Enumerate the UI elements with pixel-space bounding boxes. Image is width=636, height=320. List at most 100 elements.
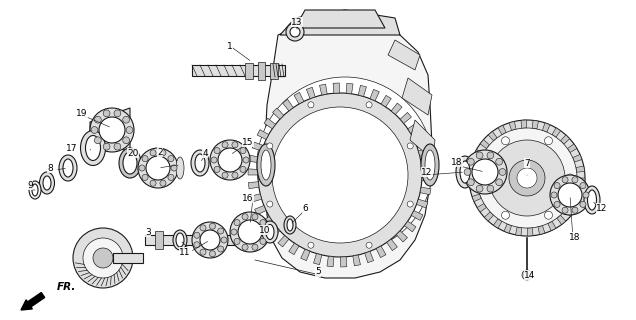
Circle shape [472,159,498,185]
Circle shape [218,228,224,234]
Polygon shape [480,140,490,148]
Circle shape [469,120,585,236]
Polygon shape [264,118,275,129]
Circle shape [222,172,228,178]
Text: 3: 3 [145,228,151,236]
Polygon shape [282,100,293,111]
Polygon shape [319,84,327,95]
Ellipse shape [32,184,38,196]
Ellipse shape [287,219,293,231]
Polygon shape [261,217,272,227]
Text: 12: 12 [421,167,432,177]
Circle shape [221,237,227,243]
Text: 18: 18 [569,233,581,242]
Circle shape [232,172,238,178]
Circle shape [266,201,273,207]
Circle shape [243,157,249,163]
Text: 16: 16 [242,194,254,203]
Circle shape [242,214,248,220]
Circle shape [231,229,237,235]
Circle shape [522,270,532,280]
Polygon shape [289,243,299,255]
Text: 17: 17 [66,143,78,153]
Polygon shape [404,221,416,232]
Polygon shape [376,246,386,258]
Circle shape [260,238,266,244]
Circle shape [308,102,314,108]
Circle shape [139,165,145,171]
Ellipse shape [29,181,41,199]
Bar [245,63,253,79]
Polygon shape [484,212,494,221]
Polygon shape [470,161,480,168]
Bar [145,235,255,245]
Circle shape [467,179,474,186]
Circle shape [583,192,589,198]
Text: 15: 15 [242,138,254,147]
Circle shape [558,183,582,207]
Polygon shape [248,169,258,175]
Polygon shape [307,87,315,99]
Polygon shape [280,10,400,35]
Polygon shape [532,120,539,129]
Circle shape [487,152,494,159]
FancyArrow shape [21,292,45,310]
Circle shape [240,148,246,154]
Circle shape [218,148,242,172]
Ellipse shape [584,186,600,214]
Polygon shape [576,166,584,172]
Polygon shape [488,132,497,141]
Circle shape [308,242,314,248]
Polygon shape [353,255,361,266]
Circle shape [126,127,133,133]
Text: 7: 7 [524,158,530,167]
Circle shape [94,116,101,123]
Text: FR.: FR. [57,282,76,292]
Polygon shape [257,130,268,140]
Circle shape [123,116,130,123]
Circle shape [258,93,422,257]
Circle shape [218,246,224,252]
Polygon shape [387,239,398,251]
Circle shape [240,166,246,172]
Circle shape [572,177,578,183]
Circle shape [146,156,170,180]
Circle shape [232,142,238,148]
Text: 8: 8 [47,164,53,172]
Polygon shape [252,142,263,151]
Circle shape [83,238,123,278]
Circle shape [476,185,483,192]
Circle shape [73,228,133,288]
Circle shape [562,207,568,213]
Polygon shape [474,149,483,158]
Circle shape [580,182,586,188]
Ellipse shape [191,150,209,176]
Circle shape [366,102,372,108]
Polygon shape [370,89,379,101]
Circle shape [464,169,471,175]
Text: 11: 11 [179,247,191,257]
Circle shape [200,230,220,250]
Ellipse shape [59,155,77,181]
Circle shape [209,251,216,257]
Circle shape [210,140,250,180]
Circle shape [550,175,590,215]
Polygon shape [552,128,560,137]
Circle shape [200,249,206,255]
Polygon shape [391,103,402,115]
Polygon shape [265,18,432,278]
Polygon shape [414,135,425,144]
Ellipse shape [63,159,73,177]
Polygon shape [570,198,580,206]
Polygon shape [408,123,419,133]
Circle shape [495,158,502,165]
Circle shape [495,179,502,186]
Circle shape [463,150,507,194]
Circle shape [209,223,216,229]
Circle shape [562,177,568,183]
Polygon shape [572,155,582,162]
Text: 19: 19 [76,108,88,117]
Circle shape [103,110,110,117]
Circle shape [286,23,304,41]
Text: 2: 2 [157,148,163,156]
